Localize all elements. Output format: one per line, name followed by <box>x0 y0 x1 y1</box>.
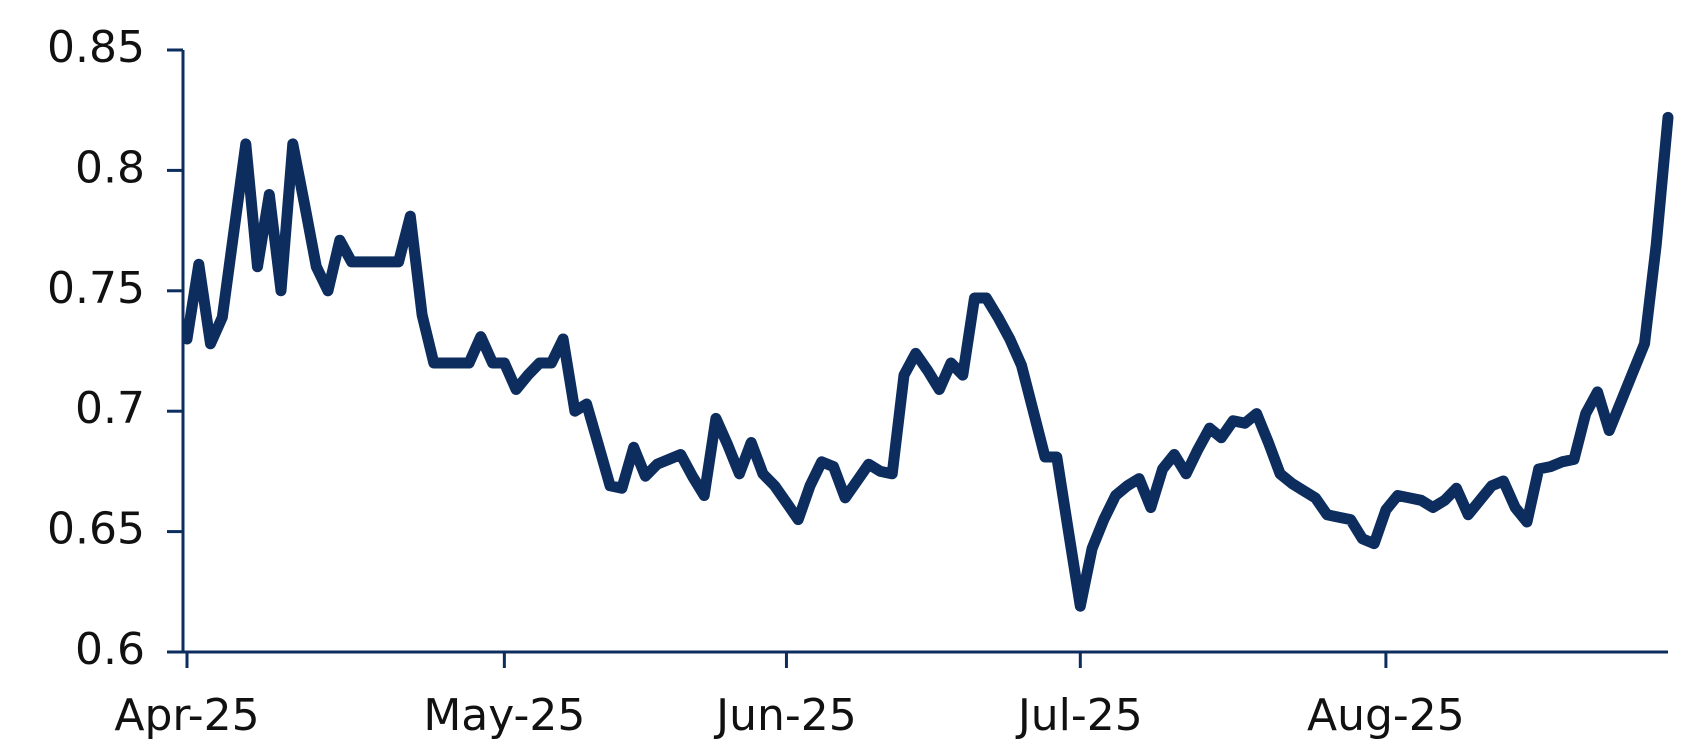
y-tick-label: 0.65 <box>47 504 145 555</box>
x-tick-label: Jun-25 <box>713 690 857 741</box>
x-tick-label: May-25 <box>423 690 585 741</box>
x-tick-label: Jul-25 <box>1015 690 1143 741</box>
y-tick-label: 0.8 <box>75 142 145 193</box>
y-tick-label: 0.75 <box>47 263 145 314</box>
y-tick-label: 0.85 <box>47 22 145 73</box>
x-tick-label: Aug-25 <box>1307 690 1465 741</box>
x-tick-label: Apr-25 <box>114 690 259 741</box>
y-tick-label: 0.6 <box>75 624 145 675</box>
data-line <box>181 111 1674 612</box>
y-tick-label: 0.7 <box>75 383 145 434</box>
